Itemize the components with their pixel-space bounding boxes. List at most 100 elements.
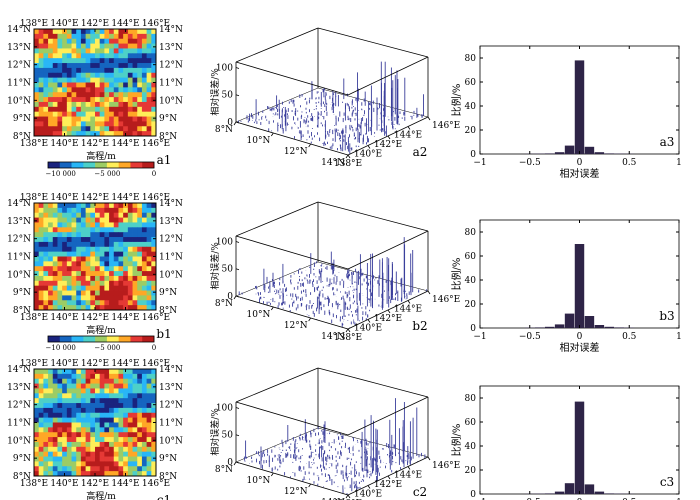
histogram-bar xyxy=(535,327,544,328)
map-cell xyxy=(72,437,77,442)
map-cell xyxy=(128,398,133,403)
map-cell xyxy=(86,413,91,418)
map-cell xyxy=(104,53,109,58)
map-cell xyxy=(142,384,147,389)
map-cell xyxy=(114,208,119,213)
map-cell xyxy=(95,63,100,68)
map-cell xyxy=(118,447,123,452)
map-cell xyxy=(142,83,147,88)
map-cell xyxy=(142,457,147,462)
map-cell xyxy=(53,432,58,437)
map-cell xyxy=(95,218,100,223)
map-cell xyxy=(123,423,128,428)
map-cell xyxy=(123,452,128,457)
map-cell xyxy=(104,78,109,83)
y-tick-label: 10°N xyxy=(247,310,271,320)
map-cell xyxy=(137,388,142,393)
map-cell xyxy=(53,242,58,247)
map-cell xyxy=(109,286,114,291)
map-cell xyxy=(39,218,44,223)
map-cell xyxy=(137,242,142,247)
map-cell xyxy=(104,408,109,413)
map-cell xyxy=(39,232,44,237)
map-cell xyxy=(57,203,62,208)
map-cell xyxy=(118,413,123,418)
map-cell xyxy=(39,242,44,247)
map-cell xyxy=(53,87,58,92)
map-cell xyxy=(114,252,119,257)
map-cell xyxy=(34,452,39,457)
map-cell xyxy=(34,112,39,117)
y-tick-label: 20 xyxy=(465,466,477,476)
map-cell xyxy=(90,252,95,257)
map-cell xyxy=(62,53,67,58)
histogram-bar xyxy=(615,327,624,328)
map-cell xyxy=(142,398,147,403)
map-x-tick-label-top: 144°E xyxy=(111,193,139,203)
map-cell xyxy=(62,252,67,257)
map-cell xyxy=(39,432,44,437)
map-cell xyxy=(72,232,77,237)
map-cell xyxy=(147,295,152,300)
map-cell xyxy=(67,257,72,262)
map-y-tick-label-right: 13°N xyxy=(159,43,183,53)
map-cell xyxy=(100,379,105,384)
map-cell xyxy=(57,117,62,122)
map-cell xyxy=(104,117,109,122)
map-cell xyxy=(128,203,133,208)
histogram-bar xyxy=(575,402,584,494)
map-cell xyxy=(76,34,81,39)
map-cell xyxy=(39,107,44,112)
map-cell xyxy=(128,379,133,384)
map-cell xyxy=(114,423,119,428)
x-tick-label: 0.5 xyxy=(622,332,637,342)
map-cell xyxy=(34,432,39,437)
map-cell xyxy=(137,73,142,78)
map-cell xyxy=(53,247,58,252)
map-cell xyxy=(142,291,147,296)
map-cell xyxy=(62,208,67,213)
colorbar-tick-label: 0 xyxy=(152,170,156,178)
map-cell xyxy=(128,44,133,49)
map-cell xyxy=(133,452,138,457)
map-cell xyxy=(81,388,86,393)
y-tick-label: 80 xyxy=(465,228,477,238)
map-cell xyxy=(133,29,138,34)
map-cell xyxy=(90,379,95,384)
map-cell xyxy=(53,271,58,276)
map-cell xyxy=(128,121,133,126)
map-cell xyxy=(86,369,91,374)
map-cell xyxy=(142,466,147,471)
map-cell xyxy=(142,222,147,227)
map-cell xyxy=(95,457,100,462)
map-cell xyxy=(57,369,62,374)
map-cell xyxy=(123,379,128,384)
map-cell xyxy=(137,369,142,374)
histogram-bar xyxy=(585,484,594,494)
map-cell xyxy=(67,286,72,291)
map-cell xyxy=(104,442,109,447)
map-cell xyxy=(128,218,133,223)
map-cell xyxy=(57,34,62,39)
histogram-bar xyxy=(545,153,554,154)
map-cell xyxy=(53,208,58,213)
map-cell xyxy=(123,232,128,237)
map-cell xyxy=(104,369,109,374)
map-cell xyxy=(81,73,86,78)
colorbar-label: 高程/m xyxy=(86,324,116,336)
map-cell xyxy=(39,48,44,53)
map-cell xyxy=(137,227,142,232)
map-cell xyxy=(43,112,48,117)
map-cell xyxy=(67,48,72,53)
map-cell xyxy=(81,432,86,437)
map-cell xyxy=(123,68,128,73)
map-cell xyxy=(48,369,53,374)
map-cell xyxy=(48,403,53,408)
map-cell xyxy=(118,117,123,122)
map-cell xyxy=(114,73,119,78)
map-cell xyxy=(57,261,62,266)
map-y-tick-label-left: 12°N xyxy=(7,61,31,71)
map-cell xyxy=(100,393,105,398)
map-cell xyxy=(34,457,39,462)
map-cell xyxy=(100,78,105,83)
